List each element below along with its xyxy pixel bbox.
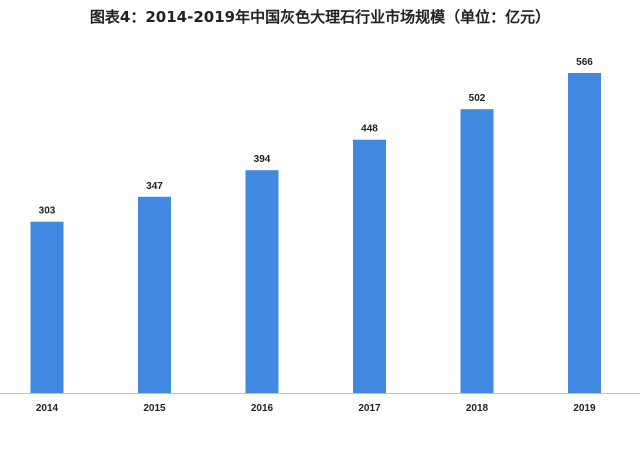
x-tick-2015: 2015: [143, 403, 166, 414]
data-label-2019: 566: [576, 57, 593, 68]
bar-2015: [138, 196, 171, 393]
bar-2017: [353, 139, 386, 393]
data-label-2015: 347: [146, 181, 163, 192]
data-label-2014: 303: [39, 206, 56, 217]
bar-2019: [568, 73, 601, 393]
x-tick-2017: 2017: [358, 403, 381, 414]
bar-2014: [30, 221, 64, 393]
x-tick-2018: 2018: [466, 403, 489, 414]
bar-2018: [460, 109, 494, 393]
data-label-2017: 448: [361, 124, 378, 135]
x-tick-2016: 2016: [251, 403, 274, 414]
bar-2016: [245, 170, 279, 393]
data-label-2018: 502: [469, 93, 486, 104]
chart-title: 图表4：2014-2019年中国灰色大理石行业市场规模（单位：亿元）: [89, 8, 551, 26]
x-tick-2019: 2019: [573, 403, 596, 414]
x-tick-2014: 2014: [36, 403, 59, 414]
data-label-2016: 394: [254, 154, 271, 165]
